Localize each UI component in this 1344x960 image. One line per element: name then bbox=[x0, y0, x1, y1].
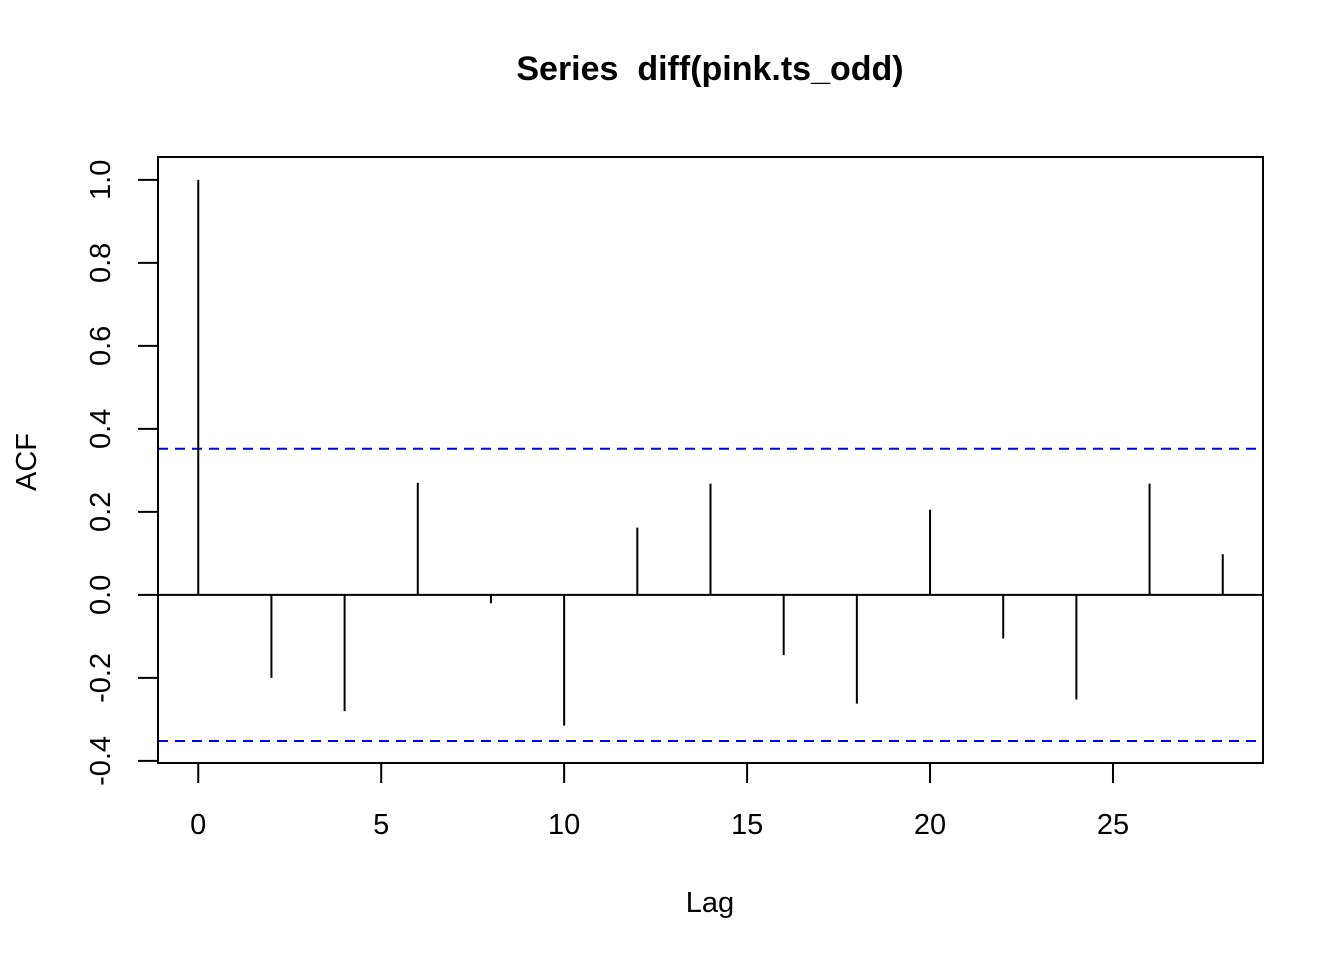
y-tick-label: 0.6 bbox=[85, 326, 117, 366]
y-tick-label: -0.2 bbox=[85, 653, 117, 703]
plot-frame bbox=[157, 156, 1264, 764]
y-tick-label: -0.4 bbox=[85, 736, 117, 786]
y-tick-label: 1.0 bbox=[85, 160, 117, 200]
x-axis-label: Lag bbox=[686, 887, 734, 919]
x-tick-label: 10 bbox=[548, 809, 580, 841]
x-axis: 0 5 10 15 20 25 bbox=[190, 762, 1129, 841]
x-tick-label: 0 bbox=[190, 809, 206, 841]
y-tick-label: 0.8 bbox=[85, 243, 117, 283]
x-tick-label: 5 bbox=[373, 809, 389, 841]
y-tick-label: 0.0 bbox=[85, 575, 117, 615]
y-tick-label: 0.4 bbox=[85, 409, 117, 449]
chart-title: Series diff(pink.ts_odd) bbox=[516, 50, 903, 88]
x-tick-label: 20 bbox=[914, 809, 946, 841]
x-tick-label: 15 bbox=[731, 809, 763, 841]
y-axis-label: ACF bbox=[11, 433, 43, 491]
y-axis: -0.4 -0.2 0.0 0.2 0.4 0.6 0.8 1.0 bbox=[85, 160, 159, 786]
confidence-bounds bbox=[158, 447, 1263, 743]
x-tick-label: 25 bbox=[1097, 809, 1129, 841]
y-tick-label: 0.2 bbox=[85, 492, 117, 532]
acf-spikes bbox=[197, 179, 1224, 726]
